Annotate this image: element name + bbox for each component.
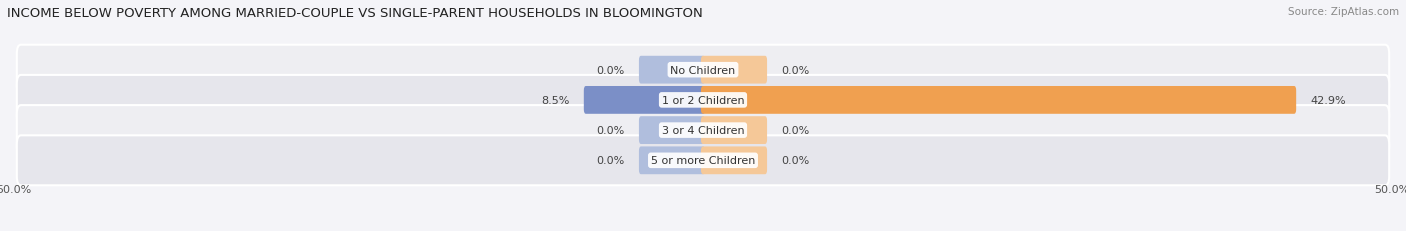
Text: 5 or more Children: 5 or more Children [651, 156, 755, 166]
Text: 3 or 4 Children: 3 or 4 Children [662, 126, 744, 136]
FancyBboxPatch shape [17, 106, 1389, 155]
Text: 0.0%: 0.0% [782, 126, 810, 136]
FancyBboxPatch shape [17, 136, 1389, 185]
Text: 8.5%: 8.5% [541, 95, 569, 105]
Text: INCOME BELOW POVERTY AMONG MARRIED-COUPLE VS SINGLE-PARENT HOUSEHOLDS IN BLOOMIN: INCOME BELOW POVERTY AMONG MARRIED-COUPL… [7, 7, 703, 20]
Text: 42.9%: 42.9% [1310, 95, 1347, 105]
Text: No Children: No Children [671, 65, 735, 75]
FancyBboxPatch shape [638, 147, 704, 174]
FancyBboxPatch shape [17, 46, 1389, 95]
Text: 0.0%: 0.0% [596, 65, 624, 75]
FancyBboxPatch shape [583, 87, 704, 114]
Text: 0.0%: 0.0% [596, 126, 624, 136]
FancyBboxPatch shape [638, 117, 704, 144]
FancyBboxPatch shape [702, 87, 1296, 114]
FancyBboxPatch shape [638, 57, 704, 84]
Text: 0.0%: 0.0% [596, 156, 624, 166]
Text: Source: ZipAtlas.com: Source: ZipAtlas.com [1288, 7, 1399, 17]
FancyBboxPatch shape [702, 147, 768, 174]
FancyBboxPatch shape [702, 117, 768, 144]
FancyBboxPatch shape [17, 76, 1389, 125]
Text: 0.0%: 0.0% [782, 156, 810, 166]
Text: 0.0%: 0.0% [782, 65, 810, 75]
Text: 1 or 2 Children: 1 or 2 Children [662, 95, 744, 105]
FancyBboxPatch shape [702, 57, 768, 84]
